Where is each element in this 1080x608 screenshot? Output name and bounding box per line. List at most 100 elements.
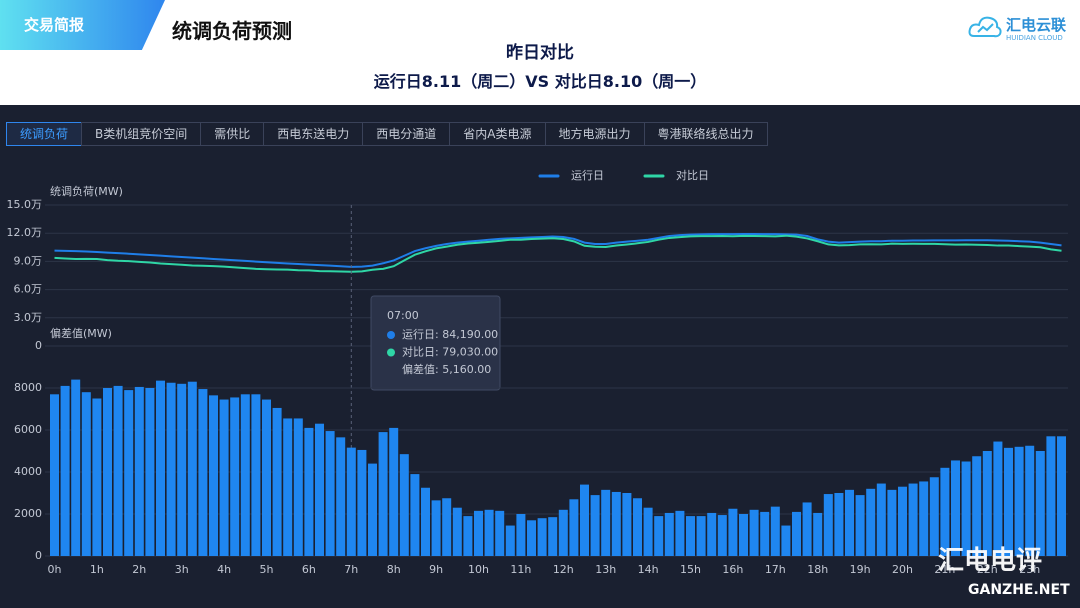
bar	[749, 509, 759, 556]
tab[interactable]: 西电分通道	[362, 122, 451, 146]
bar	[696, 516, 706, 556]
tooltip	[370, 295, 501, 391]
x-tick-label: 12h	[553, 563, 574, 576]
legend-label: 对比日	[676, 168, 709, 182]
bar	[951, 460, 960, 556]
tooltip-dot	[387, 348, 395, 357]
tab[interactable]: 统调负荷	[6, 122, 83, 146]
subtitle: 昨日对比	[506, 43, 574, 63]
bar	[134, 386, 144, 556]
logo-icon	[968, 16, 1002, 38]
x-tick-label: 16h	[722, 563, 743, 576]
y-tick-label: 2000	[14, 507, 42, 520]
bar	[654, 516, 664, 556]
bar	[982, 451, 992, 556]
y-tick-label: 4000	[14, 465, 42, 478]
bar	[866, 488, 876, 556]
bar	[537, 518, 547, 556]
tooltip-row: 对比日: 79,030.00	[402, 345, 498, 359]
bar	[145, 388, 155, 556]
header: 交易简报 统调负荷预测 昨日对比 运行日8.11（周二）VS 对比日8.10（周…	[0, 0, 1080, 105]
x-tick-label: 6h	[302, 563, 316, 576]
bar	[325, 431, 335, 556]
bar	[961, 461, 971, 556]
bar	[346, 447, 356, 556]
page-title: 统调负荷预测	[172, 19, 292, 43]
tooltip-row: 偏差值: 5,160.00	[402, 362, 491, 376]
y-tick-label: 15.0万	[7, 198, 43, 211]
line	[54, 232, 1062, 268]
bar	[993, 441, 1003, 556]
bar	[1014, 446, 1024, 556]
bar	[505, 525, 515, 556]
bar	[919, 481, 929, 556]
y-tick-label: 8000	[14, 381, 42, 394]
bar	[92, 398, 102, 556]
x-tick-label: 17h	[765, 563, 786, 576]
x-tick-label: 8h	[387, 563, 401, 576]
bar	[834, 493, 844, 556]
x-tick-label: 22h	[977, 563, 998, 576]
bar	[368, 463, 377, 556]
x-tick-label: 5h	[260, 563, 274, 576]
bar	[707, 512, 717, 556]
bar	[887, 489, 897, 556]
bar	[611, 491, 621, 556]
bar	[813, 512, 823, 556]
x-tick-label: 4h	[217, 563, 231, 576]
bar	[1004, 447, 1013, 556]
x-tick-label: 1h	[90, 563, 104, 576]
bar	[442, 498, 452, 556]
bar	[516, 514, 526, 556]
bar	[293, 418, 303, 556]
bar	[251, 394, 261, 556]
bar	[1035, 451, 1045, 556]
y-tick-label: 6.0万	[14, 283, 43, 296]
tab[interactable]: 粤港联络线总出力	[643, 122, 768, 146]
bar	[103, 388, 112, 556]
bar	[972, 456, 982, 556]
tab[interactable]: B类机组竞价空间	[81, 122, 202, 146]
line	[54, 234, 1062, 273]
tab[interactable]: 省内A类电源	[449, 122, 546, 146]
bar	[1046, 436, 1056, 556]
bar	[929, 477, 939, 556]
bar	[474, 510, 483, 556]
bar	[166, 382, 176, 556]
bar	[898, 486, 907, 556]
tab[interactable]: 需供比	[200, 122, 265, 146]
compare: 运行日8.11（周二）VS 对比日8.10（周一）	[373, 72, 707, 91]
bar	[728, 508, 738, 556]
tab[interactable]: 西电东送电力	[263, 122, 364, 146]
bar	[548, 517, 558, 556]
bar	[81, 392, 91, 556]
bar	[357, 449, 367, 556]
bar	[60, 385, 70, 556]
bar	[1057, 436, 1066, 556]
tab[interactable]: 地方电源出力	[544, 122, 645, 146]
bar	[558, 509, 568, 556]
bar	[209, 395, 218, 556]
x-tick-label: 10h	[468, 563, 489, 576]
bar	[50, 394, 59, 556]
bar	[124, 390, 134, 556]
x-tick-label: 3h	[175, 563, 189, 576]
y-tick-label: 0	[35, 549, 42, 562]
bar	[336, 437, 346, 556]
x-tick-label: 9h	[429, 563, 443, 576]
x-tick-label: 15h	[680, 563, 701, 576]
bar	[580, 484, 589, 556]
y-tick-label: 12.0万	[7, 226, 43, 239]
bar	[156, 380, 165, 556]
tooltip-row: 运行日: 84,190.00	[402, 328, 498, 341]
tag: 交易简报	[0, 0, 165, 50]
bar	[527, 520, 536, 556]
watermark: 汇电电评	[938, 546, 1043, 576]
bar	[421, 487, 430, 556]
tabs: 统调负荷 B类机组竞价空间 需供比 西电东送电力 西电分通道 省内A类电源 地方电源出力 粤港…	[6, 122, 768, 146]
y-axis-label: 偏差值(MW)	[50, 326, 112, 340]
y-tick-label: 9.0万	[14, 254, 43, 267]
bar	[643, 507, 653, 556]
bar	[601, 489, 611, 556]
bar	[463, 516, 473, 556]
